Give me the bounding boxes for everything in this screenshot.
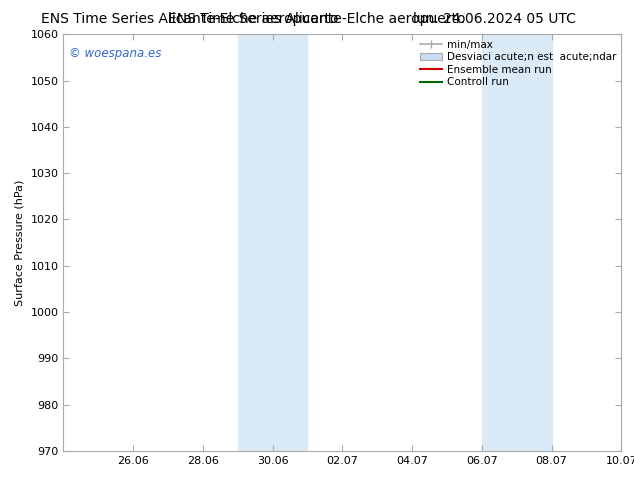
Bar bbox=[238, 34, 307, 451]
Text: ENS Time Series Alicante-Elche aeropuerto: ENS Time Series Alicante-Elche aeropuert… bbox=[168, 12, 466, 26]
Legend: min/max, Desviaci acute;n est  acute;ndar, Ensemble mean run, Controll run: min/max, Desviaci acute;n est acute;ndar… bbox=[417, 37, 618, 89]
Text: © woespana.es: © woespana.es bbox=[69, 47, 162, 60]
Y-axis label: Surface Pressure (hPa): Surface Pressure (hPa) bbox=[15, 179, 25, 306]
Text: ENS Time Series Alicante-Elche aeropuerto: ENS Time Series Alicante-Elche aeropuert… bbox=[41, 12, 339, 26]
Text: lun. 24.06.2024 05 UTC: lun. 24.06.2024 05 UTC bbox=[413, 12, 576, 26]
Bar bbox=[482, 34, 552, 451]
